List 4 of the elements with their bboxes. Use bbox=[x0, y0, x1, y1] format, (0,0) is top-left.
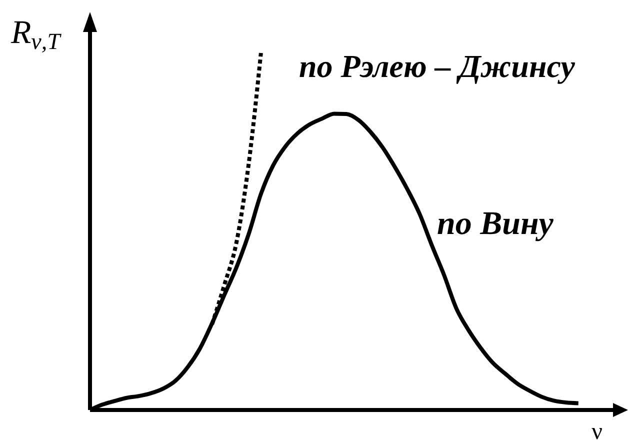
y-axis-title: R$_{ν,T}$ bbox=[10, 15, 62, 54]
x-axis-title: ν bbox=[592, 419, 603, 441]
series-label: по Рэлею – Джинсу bbox=[299, 48, 576, 84]
series-label: по Вину bbox=[437, 206, 554, 242]
